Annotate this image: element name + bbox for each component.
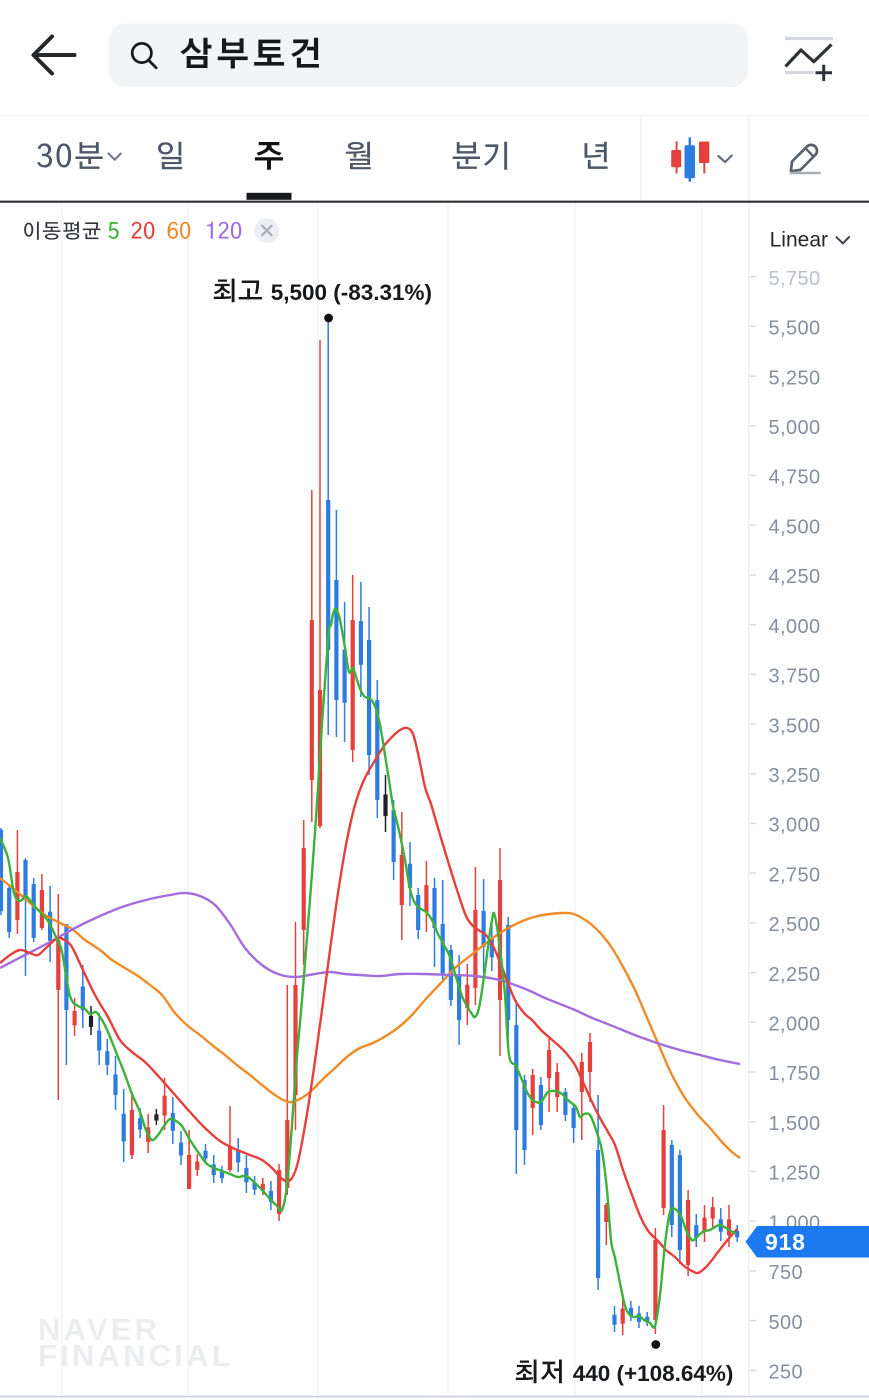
svg-text:440 (+108.64%): 440 (+108.64%) [573, 1361, 734, 1386]
svg-text:3,000: 3,000 [769, 815, 821, 837]
svg-text:Linear: Linear [770, 229, 828, 252]
svg-text:4,500: 4,500 [769, 516, 821, 538]
svg-text:2,250: 2,250 [769, 964, 821, 986]
svg-text:250: 250 [769, 1362, 804, 1384]
svg-text:2,500: 2,500 [769, 914, 821, 936]
svg-text:FINANCIAL: FINANCIAL [38, 1338, 234, 1373]
svg-text:2,000: 2,000 [769, 1014, 821, 1036]
svg-text:2,750: 2,750 [769, 864, 821, 886]
svg-text:3,750: 3,750 [769, 666, 821, 688]
svg-text:5,500 (-83.31%): 5,500 (-83.31%) [271, 280, 432, 305]
svg-text:5,000: 5,000 [769, 417, 821, 439]
svg-text:918: 918 [765, 1229, 806, 1255]
svg-text:3,250: 3,250 [769, 765, 821, 787]
svg-text:4,000: 4,000 [769, 616, 821, 638]
svg-text:1,500: 1,500 [769, 1113, 821, 1135]
svg-text:5,750: 5,750 [769, 268, 821, 290]
svg-text:5,250: 5,250 [769, 367, 821, 389]
svg-text:1,250: 1,250 [769, 1163, 821, 1185]
svg-text:NAVER: NAVER [38, 1312, 160, 1347]
svg-text:4,750: 4,750 [769, 467, 821, 489]
svg-text:500: 500 [769, 1312, 804, 1334]
svg-text:3,500: 3,500 [769, 715, 821, 737]
svg-text:5,500: 5,500 [769, 318, 821, 340]
svg-text:1,750: 1,750 [769, 1063, 821, 1085]
svg-text:4,250: 4,250 [769, 566, 821, 588]
svg-text:750: 750 [769, 1262, 804, 1284]
